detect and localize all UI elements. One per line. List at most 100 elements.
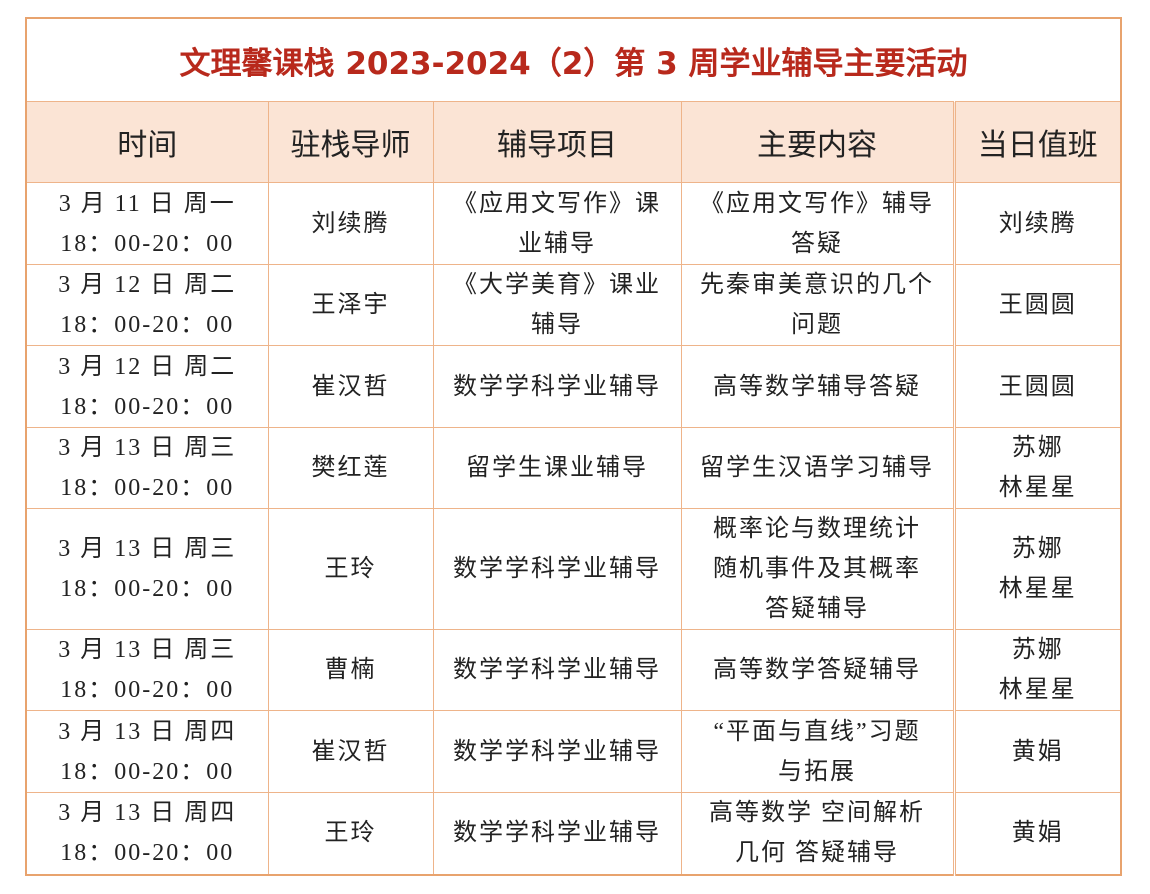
table-cell: 黄娟 (952, 710, 1122, 793)
cell-line: 刘续腾 (311, 210, 390, 237)
table-cell: 高等数学答疑辅导 (680, 629, 955, 711)
cell-line: 《大学美育》课业 (453, 272, 661, 298)
table-cell: 3 月 13 日 周三 18：00-20：00 (25, 427, 269, 509)
cell-line: 高等数学 空间解析 (709, 800, 925, 827)
cell-line: 高等数学辅导答疑 (713, 373, 921, 400)
cell-line: 辅导 (531, 312, 583, 338)
table-row: 3 月 13 日 周四 18：00-20：00 王玲 数学学科学业辅导 高等数学 空间解… (25, 792, 1122, 875)
table-cell: 概率论与数理统计 随机事件及其概率 答疑辅导 (680, 508, 955, 630)
table-cell: 刘续腾 (267, 182, 434, 265)
table-cell: 黄娟 (952, 792, 1122, 875)
table-cell: 留学生课业辅导 (432, 427, 682, 509)
schedule-table: 文理馨课栈 2023-2024（2）第 3 周学业辅导主要活动 时间 驻栈导师 辅导… (25, 17, 1123, 876)
cell-line: 3 月 12 日 周二 (58, 272, 237, 298)
cell-line: 林星星 (998, 677, 1077, 703)
title: 文理馨课栈 2023-2024（2）第 3 周学业辅导主要活动 (25, 17, 1122, 102)
cell-line: 3 月 13 日 周三 (58, 435, 237, 461)
cell-line: 曹楠 (324, 657, 377, 683)
cell-line: 随机事件及其概率 (713, 556, 921, 582)
cell-line: 林星星 (998, 576, 1077, 602)
table-cell: 《应用文写作》课 业辅导 (432, 182, 682, 265)
cell-line: 3 月 13 日 周四 (58, 718, 237, 745)
cell-line: 王圆圆 (998, 373, 1077, 400)
cell-line: 王玲 (324, 820, 377, 847)
cell-line: 18：00-20：00 (60, 576, 235, 602)
table-row: 3 月 12 日 周二 18：00-20：00 王泽宇 《大学美育》课业 辅导 先秦审美意… (25, 264, 1122, 346)
table-cell: 崔汉哲 (267, 345, 434, 428)
cell-line: 与拓展 (778, 758, 856, 785)
cell-line: 答疑 (791, 230, 843, 257)
cell-line: 苏娜 (1011, 637, 1064, 663)
table-cell: 高等数学 空间解析 几何 答疑辅导 (680, 792, 955, 875)
table-cell: 王圆圆 (952, 264, 1122, 346)
table-row: 3 月 13 日 周三 18：00-20：00 曹楠 数学学科学业辅导 高等数学答疑辅导… (25, 629, 1122, 711)
cell-line: 答疑辅导 (765, 596, 869, 622)
cell-line: 18：00-20：00 (60, 758, 235, 785)
table-cell: 《应用文写作》辅导 答疑 (680, 182, 955, 265)
cell-line: 数学学科学业辅导 (453, 556, 661, 582)
cell-line: 王圆圆 (998, 292, 1077, 318)
cell-line: 数学学科学业辅导 (453, 373, 661, 400)
cell-line: 樊红莲 (311, 455, 390, 481)
cell-line: 18：00-20：00 (60, 677, 235, 703)
table-row: 3 月 12 日 周二 18：00-20：00 崔汉哲 数学学科学业辅导 高等数学辅导答… (25, 345, 1122, 428)
header-cell: 当日值班 (952, 101, 1122, 183)
cell-line: 留学生汉语学习辅导 (700, 455, 934, 481)
header-cell: 主要内容 (680, 101, 955, 183)
table-cell: 曹楠 (267, 629, 434, 711)
header-cell: 时间 (25, 101, 269, 183)
cell-line: 王玲 (324, 556, 377, 582)
table-row: 3 月 13 日 周三 18：00-20：00 王玲 数学学科学业辅导 概率论与数理统计… (25, 508, 1122, 630)
cell-line: 王泽宇 (311, 292, 390, 318)
cell-line: 《应用文写作》辅导 (700, 190, 934, 217)
table-cell: 苏娜 林星星 (952, 508, 1122, 630)
table-cell: “平面与直线”习题 与拓展 (680, 710, 955, 793)
table-cell: 苏娜 林星星 (952, 629, 1122, 711)
cell-line: 3 月 13 日 周三 (58, 637, 237, 663)
cell-line: 18：00-20：00 (60, 475, 235, 501)
cell-line: 数学学科学业辅导 (453, 657, 661, 683)
cell-line: 问题 (791, 312, 843, 338)
table-cell: 3 月 12 日 周二 18：00-20：00 (25, 345, 269, 428)
cell-line: 苏娜 (1011, 536, 1064, 562)
table-cell: 数学学科学业辅导 (432, 629, 682, 711)
table-cell: 数学学科学业辅导 (432, 710, 682, 793)
document: 文理馨课栈 2023-2024（2）第 3 周学业辅导主要活动 时间 驻栈导师 辅导… (25, 17, 1123, 876)
table-cell: 留学生汉语学习辅导 (680, 427, 955, 509)
table-cell: 王泽宇 (267, 264, 434, 346)
table-cell: 崔汉哲 (267, 710, 434, 793)
cell-line: 黄娟 (1011, 738, 1064, 765)
table-cell: 苏娜 林星星 (952, 427, 1122, 509)
cell-line: 18：00-20：00 (60, 840, 235, 867)
header-cell: 驻栈导师 (267, 101, 434, 183)
cell-line: 刘续腾 (998, 210, 1077, 237)
cell-line: 数学学科学业辅导 (453, 820, 661, 847)
cell-line: 3 月 13 日 周三 (58, 536, 237, 562)
table-cell: 王玲 (267, 792, 434, 875)
table-cell: 3 月 11 日 周一 18：00-20：00 (25, 182, 269, 265)
header-row: 时间 驻栈导师 辅导项目 主要内容 当日值班 (25, 101, 1122, 183)
table-cell: 先秦审美意识的几个 问题 (680, 264, 955, 346)
cell-line: 18：00-20：00 (60, 393, 235, 420)
header-cell: 辅导项目 (432, 101, 682, 183)
cell-line: 留学生课业辅导 (466, 455, 648, 481)
table-cell: 3 月 12 日 周二 18：00-20：00 (25, 264, 269, 346)
cell-line: 3 月 12 日 周二 (58, 353, 237, 380)
cell-line: 《应用文写作》课 (453, 190, 661, 217)
cell-line: 崔汉哲 (311, 373, 390, 400)
cell-line: 黄娟 (1011, 820, 1064, 847)
table-cell: 刘续腾 (952, 182, 1122, 265)
title-row: 文理馨课栈 2023-2024（2）第 3 周学业辅导主要活动 (25, 17, 1122, 102)
table-cell: 樊红莲 (267, 427, 434, 509)
table-cell: 3 月 13 日 周三 18：00-20：00 (25, 508, 269, 630)
table-row: 3 月 13 日 周四 18：00-20：00 崔汉哲 数学学科学业辅导 “平面与直线”… (25, 710, 1122, 793)
cell-line: 18：00-20：00 (60, 230, 235, 257)
cell-line: 高等数学答疑辅导 (713, 657, 921, 683)
table-cell: 3 月 13 日 周四 18：00-20：00 (25, 792, 269, 875)
table-cell: 高等数学辅导答疑 (680, 345, 955, 428)
table-cell: 王玲 (267, 508, 434, 630)
cell-line: 3 月 11 日 周一 (58, 190, 236, 217)
cell-line: “平面与直线”习题 (713, 718, 921, 745)
table-cell: 3 月 13 日 周四 18：00-20：00 (25, 710, 269, 793)
cell-line: 崔汉哲 (311, 738, 390, 765)
